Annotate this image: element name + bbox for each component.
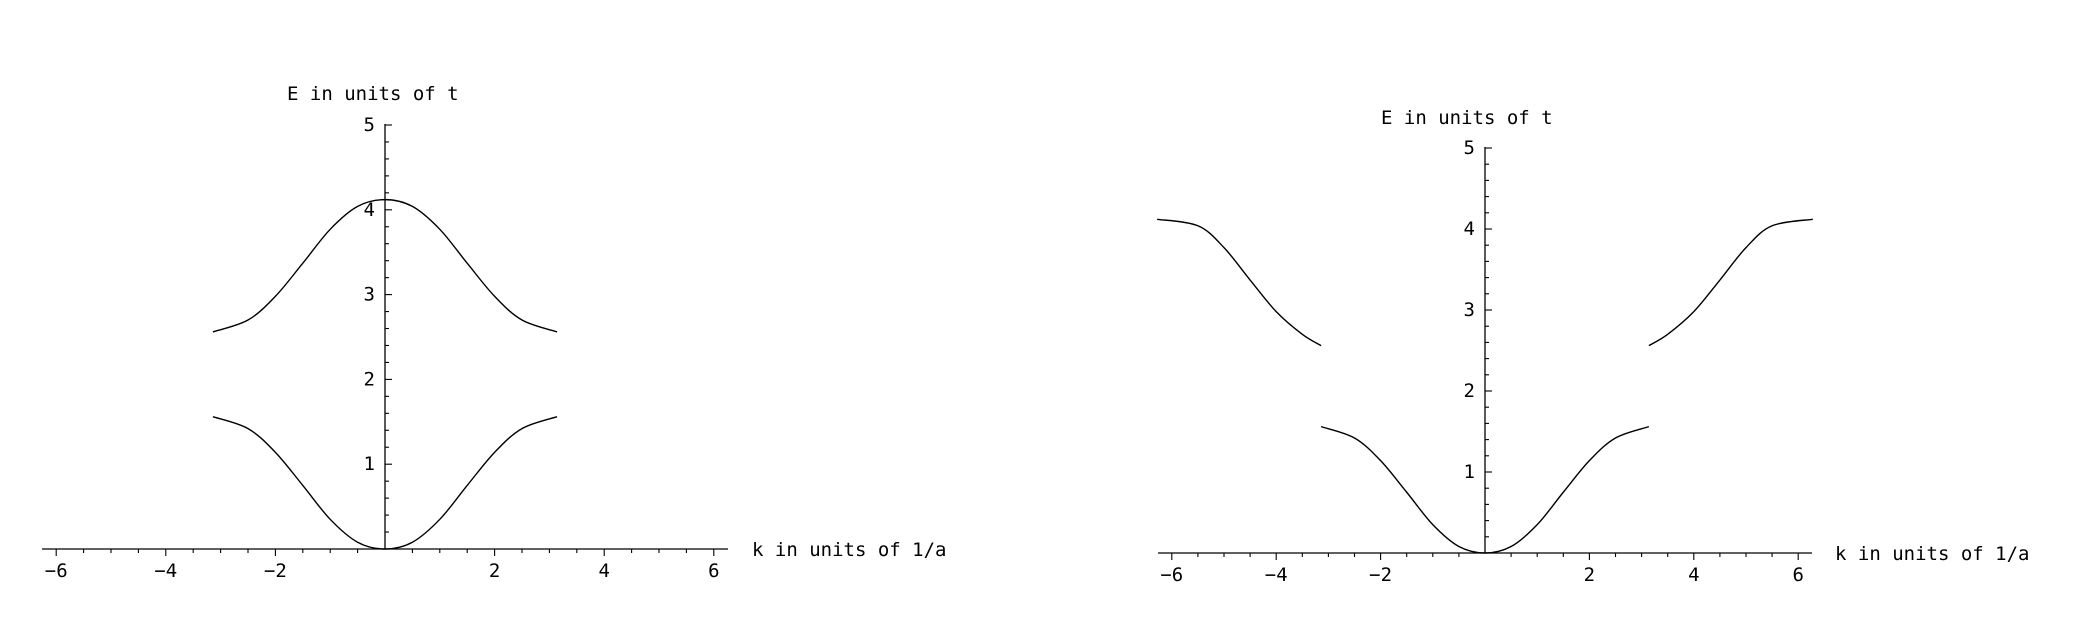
x-tick-label: −4 — [1265, 564, 1288, 586]
x-tick-label: −2 — [1369, 564, 1392, 586]
band-curve-2 — [1648, 218, 1813, 347]
band-curve-0 — [212, 198, 558, 333]
x-tick-label: −2 — [264, 560, 287, 582]
y-tick-label: 5 — [1464, 137, 1475, 159]
y-tick-label: 3 — [1464, 299, 1475, 321]
chart-right: −6 −4 −2 2 4 6 1 2 3 4 5 k in units of 1/a E in unit… — [1157, 107, 2029, 586]
x-tick-label: −6 — [45, 560, 68, 582]
x-axis-label: k in units of 1/a — [1835, 543, 2029, 565]
x-tick-label: 6 — [1792, 564, 1803, 586]
y-axis-label: E in units of t — [287, 83, 459, 105]
x-tick-label: 2 — [1584, 564, 1595, 586]
chart-left: −6 −4 −2 2 4 6 1 2 3 4 5 k in units of 1/a E in unit… — [42, 83, 946, 582]
y-tick-label: 4 — [1464, 218, 1475, 240]
band-curve-1 — [1320, 425, 1650, 554]
x-tick-label: 4 — [598, 560, 609, 582]
y-axis-label: E in units of t — [1381, 107, 1553, 129]
band-curve-0 — [1157, 218, 1322, 347]
y-tick-label: 1 — [1464, 461, 1475, 483]
y-tick-label: 2 — [1464, 380, 1475, 402]
y-tick-label: 2 — [364, 368, 375, 390]
y-tick-label: 5 — [364, 114, 375, 136]
x-tick-label: 4 — [1688, 564, 1699, 586]
x-tick-label: −4 — [154, 560, 177, 582]
y-tick-label: 1 — [364, 453, 375, 475]
x-tick-label: −6 — [1160, 564, 1183, 586]
band-curve-1 — [212, 416, 558, 550]
y-tick-label: 3 — [364, 284, 375, 306]
x-tick-label: 6 — [708, 560, 719, 582]
x-tick-label: 2 — [489, 560, 500, 582]
y-tick-label: 4 — [364, 199, 375, 221]
x-axis-label: k in units of 1/a — [752, 539, 946, 561]
